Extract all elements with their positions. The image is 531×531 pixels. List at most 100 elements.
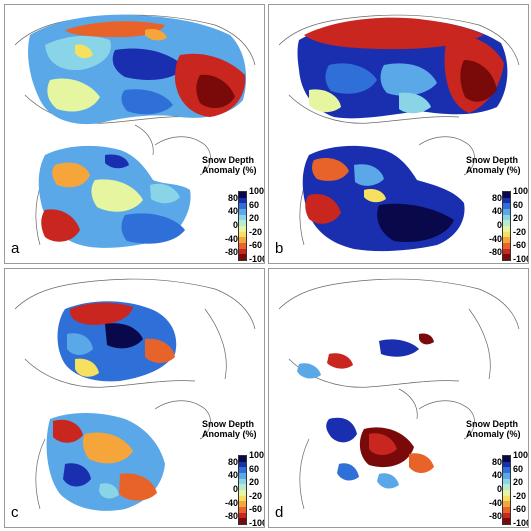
legend-colorbar (238, 455, 247, 525)
legend-ticks: 100 60 20 -20 -60 -100 80 40 0 -40 -80 (466, 155, 528, 264)
legend-color-swatch (503, 456, 510, 462)
legend-color-swatch (503, 208, 510, 215)
legend-color-swatch (503, 484, 510, 490)
legend-tick-label: 0 (232, 484, 238, 494)
legend-tick-label: 40 (491, 470, 502, 481)
legend-title-line2: Anomaly (%) (202, 165, 257, 175)
legend-title-line2: Anomaly (%) (466, 165, 521, 175)
legend-color-swatch (239, 254, 246, 260)
legend-tick-label: 100 (249, 450, 265, 460)
legend-color-swatch (239, 248, 246, 255)
legend-tick-label: 20 (513, 213, 524, 224)
legend-color-swatch (239, 231, 246, 238)
legend-color-swatch (503, 248, 510, 255)
legend-colorbar (238, 191, 247, 261)
legend-ticks: 100 60 20 -20 -60 -100 80 40 0 -40 -80 (202, 419, 265, 528)
legend-color-swatch (239, 472, 246, 479)
snow-depth-map-c (14, 278, 256, 511)
legend-color-swatch (239, 518, 246, 524)
legend-color-swatch (503, 225, 510, 232)
legend-color-swatch (503, 197, 510, 204)
legend-color-swatch (239, 484, 246, 490)
legend-color-swatch (239, 197, 246, 204)
legend-tick-label: -100 (249, 518, 264, 528)
legend-colorbar (502, 455, 511, 525)
legend-tick-label: 80 (227, 456, 238, 467)
legend-color-swatch (503, 214, 510, 221)
legend-tick-label: -60 (249, 504, 263, 515)
legend-ticks: 100 60 20 -20 -60 -100 80 40 0 -40 -80 (202, 155, 265, 264)
legend-color-swatch (503, 501, 510, 507)
legend-title-line1: Snow Depth (466, 155, 518, 165)
legend-tick-label: -100 (513, 518, 528, 528)
legend-color-swatch (503, 220, 510, 226)
legend-tick-label: 100 (249, 186, 265, 196)
legend-color-swatch (239, 501, 246, 507)
legend-tick-label: 60 (249, 199, 260, 210)
legend-tick-label: 0 (232, 220, 238, 230)
legend-color-swatch (239, 467, 246, 473)
legend-color-swatch (503, 231, 510, 238)
eurasia-anomaly (297, 333, 434, 379)
legend-color-swatch (503, 506, 510, 513)
legend-title-line1: Snow Depth (202, 419, 254, 429)
legend-tick-label: 60 (249, 463, 260, 474)
legend-color-swatch (239, 208, 246, 215)
panel-letter: b (275, 240, 284, 257)
legend-color-swatch (503, 512, 510, 519)
legend-tick-label: -60 (513, 504, 527, 515)
legend-color-swatch (503, 472, 510, 479)
legend-tick-label: 40 (227, 206, 238, 217)
legend-color-swatch (503, 461, 510, 468)
legend-c: Snow Depth Anomaly (%) 100 60 20 -20 -60 -100… (202, 419, 265, 528)
eurasia-anomaly (28, 14, 247, 125)
map-panel-b: Snow Depth Anomaly (%) 100 60 20 -20 -60 -100… (268, 4, 529, 264)
legend-tick-label: -100 (513, 254, 528, 264)
legend-color-swatch (503, 489, 510, 496)
legend-color-swatch (503, 495, 510, 502)
legend-tick-label: -40 (488, 497, 502, 508)
legend-color-swatch (239, 461, 246, 468)
legend-tick-label: -100 (249, 254, 264, 264)
legend-title-line2: Anomaly (%) (202, 429, 257, 439)
legend-tick-label: -60 (513, 240, 527, 251)
legend-title-line1: Snow Depth (466, 419, 518, 429)
legend-title-line2: Anomaly (%) (466, 429, 521, 439)
legend-tick-label: -80 (224, 247, 238, 258)
legend-tick-label: 20 (249, 477, 260, 488)
legend-tick-label: -80 (488, 247, 502, 258)
coastlines (278, 278, 520, 510)
legend-color-swatch (239, 225, 246, 232)
snow-depth-map-a (14, 14, 256, 248)
north-america-anomaly (38, 143, 200, 248)
legend-title: Snow Depth Anomaly (%) (466, 155, 528, 175)
legend-tick-label: -80 (224, 511, 238, 522)
legend-tick-label: 60 (513, 463, 524, 474)
map-panel-c: Snow Depth Anomaly (%) 100 60 20 -20 -60 -100… (4, 268, 265, 528)
legend-color-swatch (503, 518, 510, 524)
legend-tick-label: 80 (227, 192, 238, 203)
legend-colorbar (502, 191, 511, 261)
legend-color-swatch (239, 495, 246, 502)
legend-tick-label: 20 (249, 213, 260, 224)
legend-color-swatch (239, 506, 246, 513)
legend-color-swatch (503, 467, 510, 473)
north-america-anomaly (46, 413, 165, 511)
legend-color-swatch (503, 242, 510, 249)
legend-b: Snow Depth Anomaly (%) 100 60 20 -20 -60 -100… (466, 155, 528, 264)
legend-tick-label: 40 (227, 470, 238, 481)
legend-tick-label: 0 (496, 484, 502, 494)
legend-color-swatch (239, 242, 246, 249)
panel-letter: a (11, 240, 20, 257)
panel-letter: d (275, 504, 284, 521)
legend-color-swatch (503, 203, 510, 209)
eurasia-anomaly (297, 17, 508, 119)
legend-tick-label: 40 (491, 206, 502, 217)
eurasia-anomaly (57, 301, 177, 382)
legend-tick-label: -60 (249, 240, 263, 251)
north-america-anomaly (326, 417, 434, 489)
legend-color-swatch (239, 489, 246, 496)
legend-color-swatch (503, 478, 510, 485)
legend-color-swatch (239, 192, 246, 198)
legend-color-swatch (503, 237, 510, 243)
